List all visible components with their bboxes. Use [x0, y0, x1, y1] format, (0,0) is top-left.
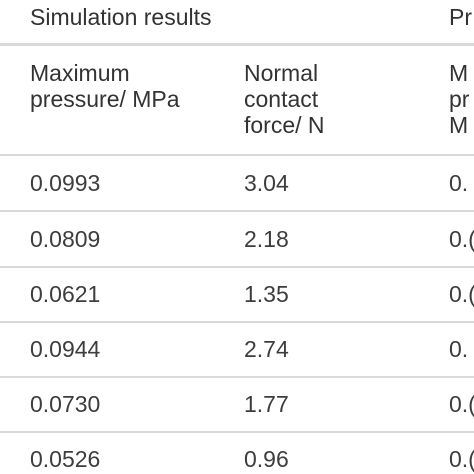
group-header-row: Simulation results Pr: [0, 0, 474, 42]
column-header-truncated: M pr M: [449, 60, 470, 138]
cell-truncated: 0.(: [449, 446, 474, 472]
row-divider: [0, 210, 474, 212]
cell-truncated: 0.: [449, 170, 469, 196]
table-row: 0.0993 3.04 0.: [0, 156, 474, 210]
group-title-truncated: Pr: [449, 4, 472, 30]
cell-truncated: 0.(: [449, 226, 474, 252]
group-title-simulation: Simulation results: [30, 4, 212, 30]
cell-normal-force: 2.18: [244, 226, 289, 252]
cell-normal-force: 3.04: [244, 170, 289, 196]
row-divider: [0, 431, 474, 433]
cell-max-pressure: 0.0730: [30, 391, 101, 417]
cell-normal-force: 1.35: [244, 281, 289, 307]
table-row: 0.0621 1.35 0.(: [0, 267, 474, 321]
cell-max-pressure: 0.0621: [30, 281, 101, 307]
table-row: 0.0730 1.77 0.(: [0, 377, 474, 431]
cell-max-pressure: 0.0993: [30, 170, 101, 196]
row-divider: [0, 321, 474, 323]
table-row: 0.0809 2.18 0.(: [0, 212, 474, 266]
column-header-normal-force: Normal contact force/ N: [244, 60, 325, 138]
column-header-divider: [0, 154, 474, 156]
cell-normal-force: 2.74: [244, 336, 289, 362]
cell-normal-force: 0.96: [244, 446, 289, 472]
table-row: 0.0944 2.74 0.: [0, 322, 474, 376]
table-row: 0.0526 0.96 0.(: [0, 432, 474, 474]
cell-max-pressure: 0.0944: [30, 336, 101, 362]
header-divider: [0, 43, 474, 46]
cell-max-pressure: 0.0809: [30, 226, 101, 252]
cell-truncated: 0.(: [449, 281, 474, 307]
cell-truncated: 0.(: [449, 391, 474, 417]
column-header-max-pressure: Maximum pressure/ MPa: [30, 60, 180, 112]
row-divider: [0, 376, 474, 378]
cell-truncated: 0.: [449, 336, 469, 362]
cell-normal-force: 1.77: [244, 391, 289, 417]
row-divider: [0, 266, 474, 268]
cell-max-pressure: 0.0526: [30, 446, 101, 472]
